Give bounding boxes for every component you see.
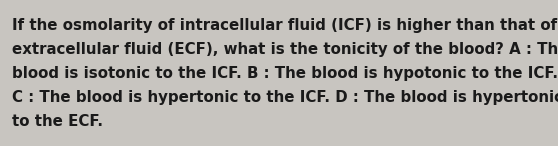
Text: If the osmolarity of intracellular fluid (ICF) is higher than that of: If the osmolarity of intracellular fluid… [12,18,557,33]
Text: C : The blood is hypertonic to the ICF. D : The blood is hypertonic: C : The blood is hypertonic to the ICF. … [12,90,558,105]
Text: blood is isotonic to the ICF. B : The blood is hypotonic to the ICF.: blood is isotonic to the ICF. B : The bl… [12,66,558,81]
Text: to the ECF.: to the ECF. [12,114,103,129]
Text: extracellular fluid (ECF), what is the tonicity of the blood? A : The: extracellular fluid (ECF), what is the t… [12,42,558,57]
